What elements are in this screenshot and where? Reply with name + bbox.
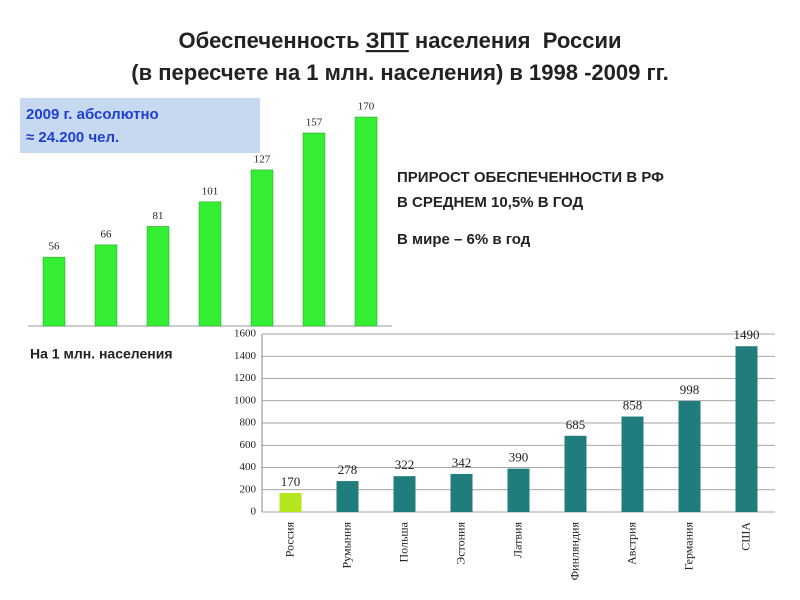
value-label: 685 (566, 417, 586, 432)
y-tick-label: 1400 (234, 350, 257, 362)
y-tick-label: 800 (240, 417, 257, 429)
value-label: 278 (338, 462, 358, 477)
axis-note: На 1 млн. населения (30, 346, 173, 362)
x-tick-label: Эстония (453, 522, 467, 565)
value-label: 858 (623, 398, 643, 413)
x-tick-label: США (738, 522, 752, 551)
bar (678, 400, 701, 512)
y-tick-label: 1200 (234, 372, 257, 384)
value-label: 157 (306, 117, 323, 129)
value-label: 1490 (734, 327, 760, 342)
value-label: 170 (358, 101, 375, 113)
y-tick-label: 200 (240, 483, 257, 495)
title-part: ЗПТ (366, 28, 410, 53)
box-line: 2009 г. абсолютно (26, 106, 159, 123)
note: В СРЕДНЕМ 10,5% В ГОД (397, 194, 584, 211)
value-label: 56 (49, 241, 61, 253)
value-label: 998 (680, 382, 700, 397)
bar (94, 244, 118, 327)
value-label: 66 (101, 228, 113, 240)
x-tick-label: Австрия (624, 522, 638, 565)
note: В мире – 6% в год (397, 231, 531, 248)
y-tick-label: 1600 (234, 328, 257, 340)
info-box (20, 98, 260, 153)
bar (336, 481, 359, 512)
bar (450, 473, 473, 512)
bar (621, 416, 644, 512)
bar (146, 226, 170, 327)
note: ПРИРОСТ ОБЕСПЕЧЕННОСТИ В РФ (397, 169, 664, 186)
bar (507, 468, 530, 512)
value-label: 101 (202, 185, 219, 197)
title-part: Обеспеченность (178, 28, 359, 53)
y-tick-label: 1000 (234, 394, 257, 406)
x-tick-label: Румыния (339, 522, 353, 569)
value-label: 170 (281, 474, 301, 489)
value-label: 342 (452, 455, 472, 470)
title-line1: Обеспеченность ЗПТ населения России (178, 28, 621, 53)
bar (42, 256, 66, 327)
box-line: ≈ 24.200 чел. (26, 129, 119, 146)
value-label: 127 (254, 153, 271, 165)
bar (393, 476, 416, 512)
value-label: 322 (395, 457, 415, 472)
bar (279, 493, 302, 512)
title-part: населения России (415, 28, 622, 53)
y-tick-label: 600 (240, 439, 257, 451)
x-tick-label: Финляндия (567, 522, 581, 581)
bar (198, 201, 222, 327)
value-label: 390 (509, 450, 529, 465)
x-tick-label: Россия (282, 522, 296, 558)
bar (250, 169, 274, 327)
y-tick-label: 0 (251, 506, 257, 518)
bar (735, 346, 758, 512)
title-line2: (в пересчете на 1 млн. населения) в 1998… (131, 60, 668, 85)
value-label: 81 (153, 210, 164, 222)
bar (302, 132, 326, 327)
x-tick-label: Германия (681, 522, 695, 571)
y-tick-label: 400 (240, 461, 257, 473)
x-tick-label: Латвия (510, 522, 524, 558)
bar (564, 435, 587, 512)
bar (354, 116, 378, 327)
x-tick-label: Польша (396, 521, 410, 562)
